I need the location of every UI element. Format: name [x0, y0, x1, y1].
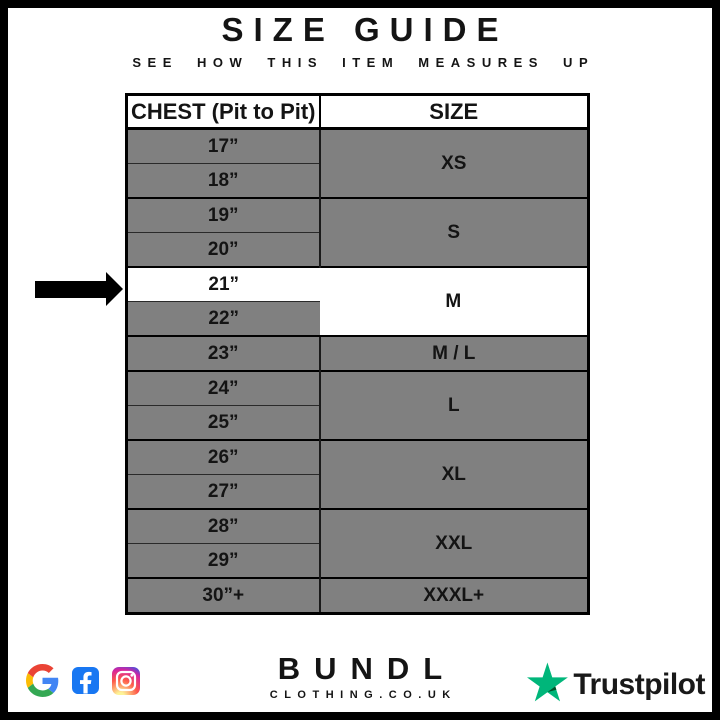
page-title: SIZE GUIDE [221, 11, 509, 48]
size-table-row: 25” [126, 405, 589, 440]
size-table-row: 28” XXL [126, 508, 589, 578]
size-table-row: 23” M / L [126, 335, 589, 371]
size-cell: M [319, 266, 589, 336]
measurement-cell: 25” [126, 405, 320, 440]
size-cell: XL [318, 439, 589, 509]
size-table-row: 27” [126, 474, 589, 509]
size-table-row: 21” M [126, 266, 589, 336]
measurement-cell: 28” [126, 508, 320, 544]
trustpilot-star-icon [527, 662, 569, 707]
brand-name: BUNDL [277, 651, 457, 686]
size-cell: XS [318, 127, 589, 198]
trustpilot-logo: Trustpilot [527, 662, 705, 707]
column-header-chest: CHEST (Pit to Pit) [126, 94, 320, 130]
highlight-arrow-icon [35, 272, 123, 307]
measurement-cell: 21” [126, 266, 320, 302]
measurement-cell: 22” [126, 301, 320, 336]
brand-domain: CLOTHING.CO.UK [269, 689, 457, 701]
size-cell: L [318, 370, 589, 440]
social-icons [26, 664, 140, 702]
measurement-cell: 27” [126, 474, 320, 509]
size-guide-table: CHEST (Pit to Pit) SIZE 17” XS 18” 19” S 20” 2… [125, 93, 590, 615]
google-icon [26, 664, 59, 702]
measurement-cell: 23” [126, 335, 320, 371]
brand-logo: BUNDL CLOTHING.CO.UK [0, 651, 720, 701]
size-table-row: 22” [126, 301, 589, 336]
facebook-icon [72, 667, 99, 699]
measurement-cell: 30”+ [126, 577, 320, 614]
measurement-cell: 29” [126, 543, 320, 578]
trustpilot-label: Trustpilot [573, 667, 705, 701]
measurement-cell: 18” [126, 163, 320, 198]
size-table-row: 26” XL [126, 439, 589, 509]
measurement-cell: 20” [126, 232, 320, 267]
size-table-row: 30”+ XXXL+ [126, 577, 589, 614]
page-subtitle: SEE HOW THIS ITEM MEASURES UP [132, 55, 595, 70]
size-table-row: 18” [126, 163, 589, 198]
measurement-cell: 17” [126, 127, 320, 164]
column-header-size: SIZE [318, 94, 589, 130]
size-cell: XXL [318, 508, 589, 578]
measurement-cell: 26” [126, 439, 320, 475]
table-header-row: CHEST (Pit to Pit) SIZE [126, 94, 589, 130]
size-cell: S [318, 197, 589, 267]
arrow-head [106, 272, 123, 306]
size-table-row: 20” [126, 232, 589, 267]
size-table-row: 29” [126, 543, 589, 578]
size-cell: XXXL+ [318, 577, 589, 614]
instagram-icon [112, 666, 140, 700]
size-cell: M / L [318, 335, 589, 371]
measurement-cell: 19” [126, 197, 320, 233]
size-table-row: 19” S [126, 197, 589, 267]
size-table-row: 24” L [126, 370, 589, 440]
arrow-shaft [35, 281, 107, 298]
measurement-cell: 24” [126, 370, 320, 406]
size-table-row: 17” XS [126, 127, 589, 198]
